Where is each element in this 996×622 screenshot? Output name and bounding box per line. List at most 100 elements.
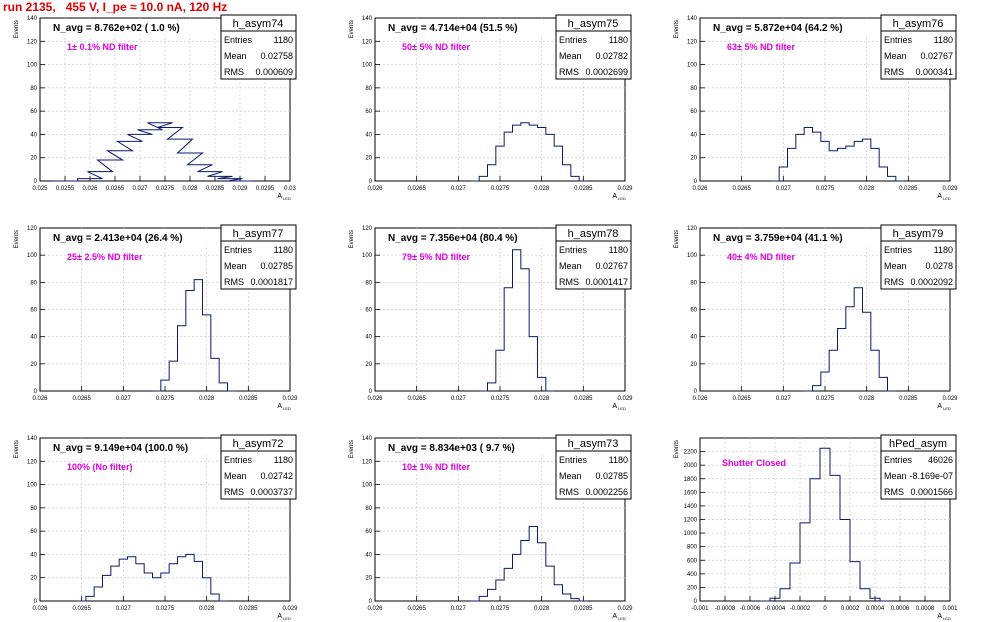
stats-label: Entries xyxy=(224,35,253,45)
title-box xyxy=(376,439,556,455)
x-tick-label: -0.001 xyxy=(691,606,709,612)
x-axis-label: A xyxy=(937,403,942,410)
x-tick-label: 0.0006 xyxy=(891,606,910,612)
stats-label: Mean xyxy=(884,51,907,61)
y-tick-label: 1200 xyxy=(684,518,698,524)
stats-label: Mean xyxy=(224,51,247,61)
x-tick-label: 0.029 xyxy=(282,396,298,402)
panel-annotation: Shutter Closed xyxy=(722,458,786,468)
y-tick-label: 80 xyxy=(690,280,697,286)
y-tick-label: 20 xyxy=(365,156,372,162)
x-tick-label: 0.027 xyxy=(132,186,148,192)
x-tick-label: 0.029 xyxy=(282,606,298,612)
y-tick-label: 0 xyxy=(34,389,38,395)
x-tick-label: 0.027 xyxy=(776,396,792,402)
x-tick-label: 0.0265 xyxy=(732,396,751,402)
x-tick-label: 0.025 xyxy=(32,186,48,192)
stats-box xyxy=(880,14,957,80)
x-tick-label: 0.0008 xyxy=(916,606,935,612)
title-box xyxy=(41,229,221,245)
stats-value: 0.0002092 xyxy=(910,277,953,287)
histogram-series xyxy=(804,287,896,392)
x-tick-label: 0.001 xyxy=(942,606,958,612)
stats-label: Entries xyxy=(224,455,253,465)
stats-value: 0.0278 xyxy=(925,261,953,271)
y-tick-label: 100 xyxy=(362,483,373,489)
y-tick-label: 0 xyxy=(369,599,373,605)
stats-value: 0.0003737 xyxy=(250,487,293,497)
histogram-series xyxy=(470,122,588,182)
stats-box xyxy=(555,14,632,80)
y-tick-label: 1400 xyxy=(684,504,698,510)
y-tick-label: 200 xyxy=(687,585,698,591)
stats-value: 1180 xyxy=(274,455,293,465)
y-tick-label: 60 xyxy=(365,308,372,314)
x-tick-label: 0.028 xyxy=(534,186,550,192)
histogram-series xyxy=(470,525,588,602)
title-box xyxy=(376,229,556,245)
y-axis-label: Events xyxy=(14,440,20,458)
y-axis-label: Events xyxy=(674,20,680,38)
histogram-series xyxy=(77,553,228,602)
x-axis-label: A xyxy=(277,403,282,410)
x-axis-label: A xyxy=(937,613,942,620)
y-tick-label: 120 xyxy=(27,459,38,465)
y-tick-label: 1000 xyxy=(684,531,698,537)
x-tick-label: 0.026 xyxy=(82,186,98,192)
x-tick-label: 0.0265 xyxy=(407,606,426,612)
x-tick-label: 0.026 xyxy=(367,186,383,192)
y-tick-label: 20 xyxy=(690,156,697,162)
x-tick-label: 0.026 xyxy=(367,396,383,402)
y-tick-label: 120 xyxy=(27,226,38,232)
x-tick-label: 0.0275 xyxy=(491,186,510,192)
y-tick-label: 40 xyxy=(690,335,697,341)
y-tick-label: 120 xyxy=(362,459,373,465)
y-tick-label: 80 xyxy=(30,280,37,286)
y-tick-label: 140 xyxy=(362,436,373,442)
y-tick-label: 100 xyxy=(27,253,38,259)
stats-value: 0.02785 xyxy=(595,471,628,481)
y-tick-label: 0 xyxy=(694,599,698,605)
x-axis-label: A xyxy=(277,613,282,620)
x-tick-label: -0.0002 xyxy=(790,606,811,612)
stats-box xyxy=(220,14,297,80)
stats-value: 1180 xyxy=(934,245,953,255)
x-tick-label: 0.0275 xyxy=(491,606,510,612)
y-tick-label: 600 xyxy=(687,558,698,564)
x-tick-label: 0.0285 xyxy=(206,186,225,192)
y-tick-label: 2200 xyxy=(684,450,698,456)
stats-value: 1180 xyxy=(934,35,953,45)
stats-value: 46026 xyxy=(928,455,953,465)
stats-label: Mean xyxy=(224,471,247,481)
title-box xyxy=(701,19,881,35)
y-tick-label: 40 xyxy=(30,132,37,138)
stats-value: 1180 xyxy=(274,245,293,255)
histogram-panel-h_asym73: 0.026 0.0265 0.027 0.0275 0.028 0.0285 0.029 0 2… xyxy=(349,434,633,621)
x-axis-label-subscript: LED xyxy=(618,196,626,201)
y-axis-label: Events xyxy=(14,230,20,248)
stats-name: h_asym75 xyxy=(568,18,619,30)
y-tick-label: 40 xyxy=(30,335,37,341)
x-tick-label: 0.0275 xyxy=(816,396,835,402)
histogram-series xyxy=(152,279,236,392)
y-tick-label: 140 xyxy=(362,16,373,22)
stats-value: 0.0002699 xyxy=(585,67,628,77)
panel-annotation: 50± 5% ND filter xyxy=(402,42,470,52)
y-tick-label: 80 xyxy=(690,86,697,92)
y-tick-label: 1800 xyxy=(684,477,698,483)
stats-name: hPed_asym xyxy=(889,438,947,450)
y-tick-label: 60 xyxy=(690,308,697,314)
x-tick-label: 0.0265 xyxy=(732,186,751,192)
y-axis-label: Events xyxy=(674,440,680,458)
stats-label: Entries xyxy=(559,455,588,465)
y-tick-label: 60 xyxy=(30,109,37,115)
title-box xyxy=(376,19,556,35)
y-tick-label: 120 xyxy=(27,39,38,45)
stats-value: 0.02782 xyxy=(595,51,628,61)
x-tick-label: 0.028 xyxy=(534,606,550,612)
y-tick-label: 80 xyxy=(30,506,37,512)
histogram-panel-h_asym75: 0.026 0.0265 0.027 0.0275 0.028 0.0285 0.029 0 2… xyxy=(349,14,633,201)
x-tick-label: 0.0295 xyxy=(256,186,275,192)
x-tick-label: 0.03 xyxy=(284,186,296,192)
